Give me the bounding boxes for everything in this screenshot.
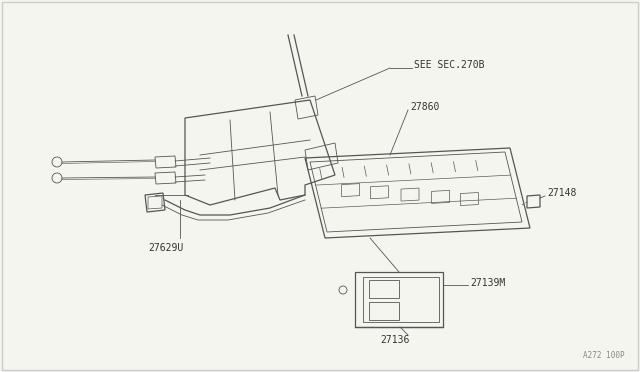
- Text: 27629U: 27629U: [148, 243, 183, 253]
- Text: 27139M: 27139M: [470, 278, 505, 288]
- Text: 27860: 27860: [410, 102, 440, 112]
- Text: A272 100P: A272 100P: [584, 351, 625, 360]
- Bar: [369, 302, 399, 320]
- Text: 27148: 27148: [547, 188, 577, 198]
- Text: SEE SEC.270B: SEE SEC.270B: [414, 60, 484, 70]
- Bar: [369, 280, 399, 298]
- Text: 27136: 27136: [380, 335, 410, 345]
